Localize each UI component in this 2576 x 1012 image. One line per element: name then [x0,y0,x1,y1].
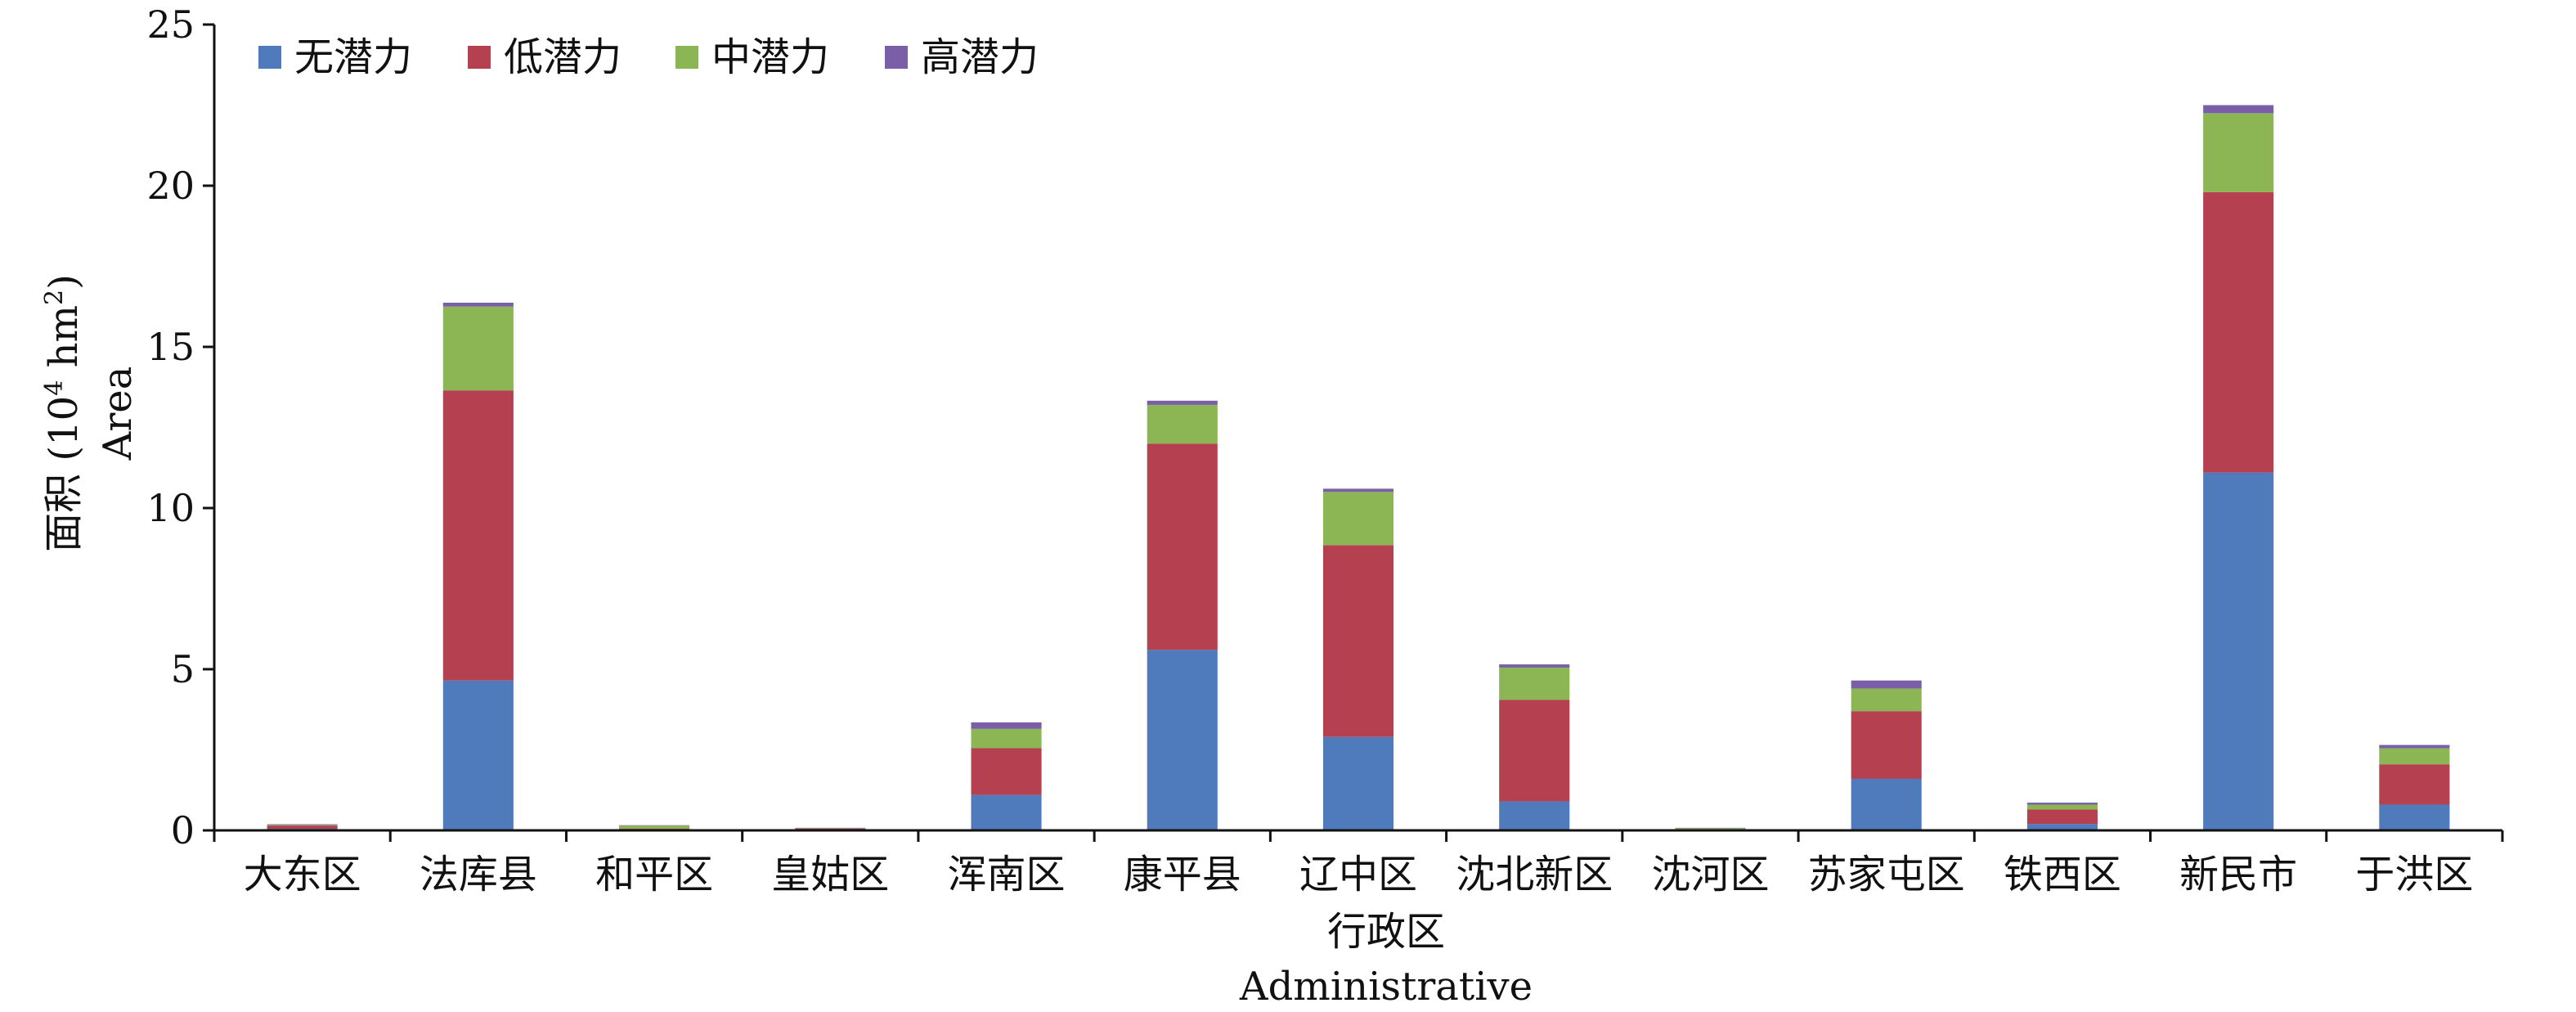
x-ticks: 大东区 法库县 和平区 皇姑区 浑南区 康平县 辽中区 沈北新区 沈河区 苏家屯区 铁西区 新民市 于洪… [213,830,2504,897]
legend-label: 低潜力 [504,34,622,80]
bar-segment [795,828,866,829]
bar-segment [971,722,1042,729]
legend-swatch [675,46,698,69]
bar-segment [1499,664,1570,668]
bar-segment [2203,113,2274,192]
bar-segment [1147,404,1218,444]
bar-segment [2026,809,2098,825]
bar-segment [2026,803,2098,805]
y-tick-label: 20 [146,164,195,208]
bar-segment [1851,711,1922,779]
legend-label: 高潜力 [921,34,1039,80]
legend-swatch [885,46,908,69]
x-tick-label: 康平县 [1124,852,1241,897]
legend-label: 中潜力 [711,34,829,80]
bar-segment [2379,764,2450,805]
y-tick-label: 25 [146,2,195,47]
bar-segment [619,825,690,826]
legend-label: 无潜力 [294,34,412,80]
bar-segment [1322,545,1394,737]
y-tick-label: 5 [171,647,195,691]
bar-segment [2026,804,2098,810]
bar-segment [795,827,866,829]
bar-segment [1147,400,1218,405]
x-tick-label: 沈北新区 [1456,852,1613,897]
bar-segment [2379,748,2450,765]
bar-segment [795,828,866,830]
x-tick-label: 大东区 [244,852,361,897]
x-tick-label: 皇姑区 [771,852,889,897]
y-tick-label: 0 [171,808,195,852]
bar-segment [1322,488,1394,493]
bar-segment [1675,828,1746,830]
y-axis-title-sup4: 4 [40,380,69,396]
y-tick-label: 15 [146,325,195,369]
y-ticks: 0 5 10 15 20 25 [146,2,214,852]
y-axis-title-sup2: 2 [40,290,69,305]
y-tick-label: 10 [146,486,195,530]
y-axis-title-close: ) [41,274,87,290]
bar-segment [2203,105,2274,114]
bar-segment [1499,668,1570,700]
legend-swatch [468,46,491,69]
x-axis-title: 行政区 [1327,909,1445,955]
x-axis-title-en: Administrative [1239,964,1533,1010]
bar-segment [1851,778,1922,830]
bar-segment [2026,824,2098,830]
y-axis-title-unit: hm [41,305,87,380]
bar-segment [1675,827,1746,829]
bar-segment [2203,472,2274,830]
bar-segment [1851,680,1922,689]
x-tick-label: 和平区 [595,852,713,897]
x-tick-label: 浑南区 [948,852,1066,897]
bar-segment [1851,688,1922,712]
bar-segment [971,748,1042,795]
x-tick-label: 于洪区 [2355,852,2473,897]
bar-segment [267,825,338,830]
y-axis-title-text: 面积 (10 [41,396,87,552]
bar-segment [442,390,514,681]
bar-segment [1322,492,1394,546]
x-tick-label: 铁西区 [2004,852,2121,897]
bar-segment [442,680,514,830]
x-tick-label: 法库县 [420,852,537,897]
bar-segment [2379,804,2450,830]
bar-segment [1499,801,1570,830]
x-tick-label: 沈河区 [1651,852,1769,897]
bar-segment [1499,699,1570,802]
y-axis-title-en: Area [95,367,141,461]
legend: 无潜力 低潜力 中潜力 高潜力 [258,34,1039,80]
bar-segment [1147,650,1218,830]
x-tick-label: 新民市 [2179,852,2297,897]
axes [213,25,2502,832]
legend-swatch [258,46,281,69]
bars [267,105,2450,830]
bar-segment [971,794,1042,830]
y-axis-title: 面积 (104 hm2) [40,274,87,552]
bar-segment [619,825,690,830]
bar-segment [971,728,1042,749]
bar-segment [1147,443,1218,650]
bar-segment [2203,191,2274,473]
x-tick-label: 苏家屯区 [1808,852,1965,897]
bar-segment [442,303,514,307]
bar-segment [2379,744,2450,749]
x-tick-label: 辽中区 [1299,852,1417,897]
bar-segment [1322,736,1394,830]
bar-segment [442,306,514,391]
